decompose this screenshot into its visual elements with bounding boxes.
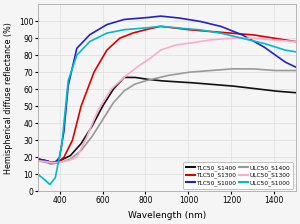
ULC50_S1300: [36, 159, 40, 162]
ULC50_S1400: [82, 145, 86, 148]
Line: TLC50_S1300: TLC50_S1300: [38, 26, 296, 162]
TLC50_S1400: [103, 101, 106, 104]
Line: TLC50_S1400: TLC50_S1400: [38, 77, 296, 162]
ULC50_S1400: [294, 69, 298, 72]
ULC50_S1000: [82, 46, 86, 49]
TLC50_S1000: [189, 19, 193, 21]
TLC50_S1000: [209, 23, 213, 25]
TLC50_S1300: [82, 97, 86, 99]
TLC50_S1300: [189, 28, 193, 31]
TLC50_S1400: [122, 76, 126, 79]
TLC50_S1000: [153, 15, 157, 18]
ULC50_S1300: [209, 39, 212, 41]
ULC50_S1000: [231, 35, 235, 37]
ULC50_S1000: [48, 183, 52, 186]
X-axis label: Wavelength (nm): Wavelength (nm): [128, 211, 206, 220]
TLC50_S1000: [49, 161, 53, 164]
ULC50_S1000: [159, 25, 163, 28]
ULC50_S1400: [103, 115, 106, 118]
ULC50_S1000: [294, 50, 298, 53]
TLC50_S1000: [231, 30, 235, 32]
TLC50_S1400: [189, 81, 193, 84]
TLC50_S1300: [153, 26, 157, 29]
TLC50_S1400: [209, 83, 213, 86]
TLC50_S1300: [159, 25, 163, 28]
ULC50_S1000: [209, 30, 213, 33]
TLC50_S1300: [231, 32, 235, 34]
ULC50_S1300: [103, 98, 106, 101]
ULC50_S1000: [189, 28, 193, 30]
TLC50_S1300: [294, 40, 298, 43]
TLC50_S1300: [209, 30, 213, 33]
ULC50_S1400: [231, 67, 235, 70]
TLC50_S1400: [82, 138, 86, 140]
ULC50_S1300: [153, 53, 157, 56]
TLC50_S1400: [231, 85, 235, 87]
TLC50_S1000: [294, 66, 298, 69]
Line: ULC50_S1400: ULC50_S1400: [38, 69, 296, 164]
TLC50_S1300: [103, 52, 106, 55]
Line: ULC50_S1000: ULC50_S1000: [38, 26, 296, 184]
ULC50_S1000: [153, 26, 157, 28]
TLC50_S1400: [36, 158, 40, 160]
ULC50_S1000: [103, 33, 106, 35]
TLC50_S1000: [103, 24, 106, 27]
ULC50_S1400: [209, 69, 212, 72]
Line: TLC50_S1000: TLC50_S1000: [38, 16, 296, 162]
TLC50_S1300: [36, 158, 40, 160]
ULC50_S1300: [189, 42, 192, 44]
ULC50_S1000: [36, 173, 40, 176]
Legend: TLC50_S1400, TLC50_S1300, TLC50_S1000, ULC50_S1400, ULC50_S1300, ULC50_S1000: TLC50_S1400, TLC50_S1300, TLC50_S1000, U…: [183, 162, 293, 189]
ULC50_S1400: [189, 71, 192, 73]
TLC50_S1000: [82, 39, 86, 42]
Y-axis label: Hemispherical diffuse reflectance (%): Hemispherical diffuse reflectance (%): [4, 22, 13, 174]
TLC50_S1000: [36, 158, 40, 160]
TLC50_S1000: [159, 15, 163, 17]
TLC50_S1400: [154, 79, 158, 82]
TLC50_S1400: [49, 161, 53, 164]
ULC50_S1400: [36, 159, 40, 162]
ULC50_S1400: [230, 67, 233, 70]
ULC50_S1300: [49, 161, 53, 164]
ULC50_S1300: [82, 141, 86, 144]
TLC50_S1400: [294, 91, 298, 94]
ULC50_S1400: [49, 163, 53, 166]
Line: ULC50_S1300: ULC50_S1300: [38, 38, 296, 162]
TLC50_S1300: [49, 161, 53, 164]
ULC50_S1300: [294, 40, 298, 43]
ULC50_S1300: [230, 37, 233, 40]
ULC50_S1300: [231, 37, 235, 40]
ULC50_S1400: [153, 77, 157, 80]
